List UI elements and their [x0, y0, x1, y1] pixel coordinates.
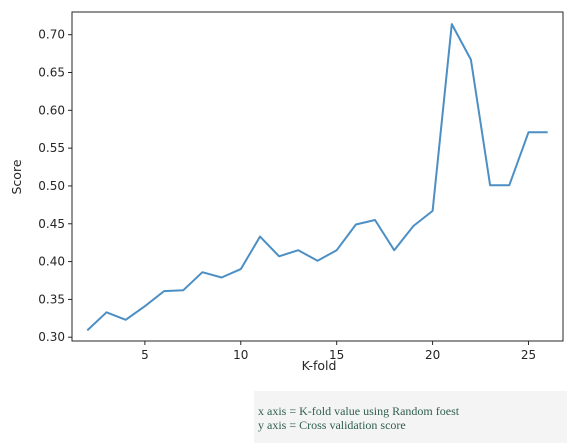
plot-frame	[71, 11, 564, 342]
y-tick-label: 0.55	[38, 141, 65, 155]
x-tick-label: 20	[425, 348, 440, 362]
y-tick-label: 0.35	[38, 292, 65, 306]
x-tick-label: 25	[521, 348, 536, 362]
x-tick-label: 10	[233, 348, 248, 362]
y-tick-label: 0.70	[38, 28, 65, 42]
x-tick-label: 15	[329, 348, 344, 362]
caption-line-y: y axis = Cross validation score	[258, 418, 406, 432]
score-series-line	[86, 23, 548, 332]
y-tick-label: 0.50	[38, 179, 65, 193]
x-tick-label: 5	[141, 348, 149, 362]
y-tick-label: 0.30	[38, 330, 65, 344]
line-chart: 5 10 15 20 25 0.30 0.35 0.40 0.45 0.50 0.55 0.60 0.6…	[9, 11, 564, 373]
y-tick-label: 0.40	[38, 255, 65, 269]
y-tick-label: 0.60	[38, 103, 65, 117]
x-axis-label: K-fold	[302, 358, 337, 373]
y-tick-label: 0.45	[38, 217, 65, 231]
y-axis-label: Score	[9, 159, 24, 194]
caption-line-x: x axis = K-fold value using Random foest	[258, 404, 460, 418]
caption-box: x axis = K-fold value using Random foest…	[254, 391, 567, 443]
y-tick-label: 0.65	[38, 66, 65, 80]
